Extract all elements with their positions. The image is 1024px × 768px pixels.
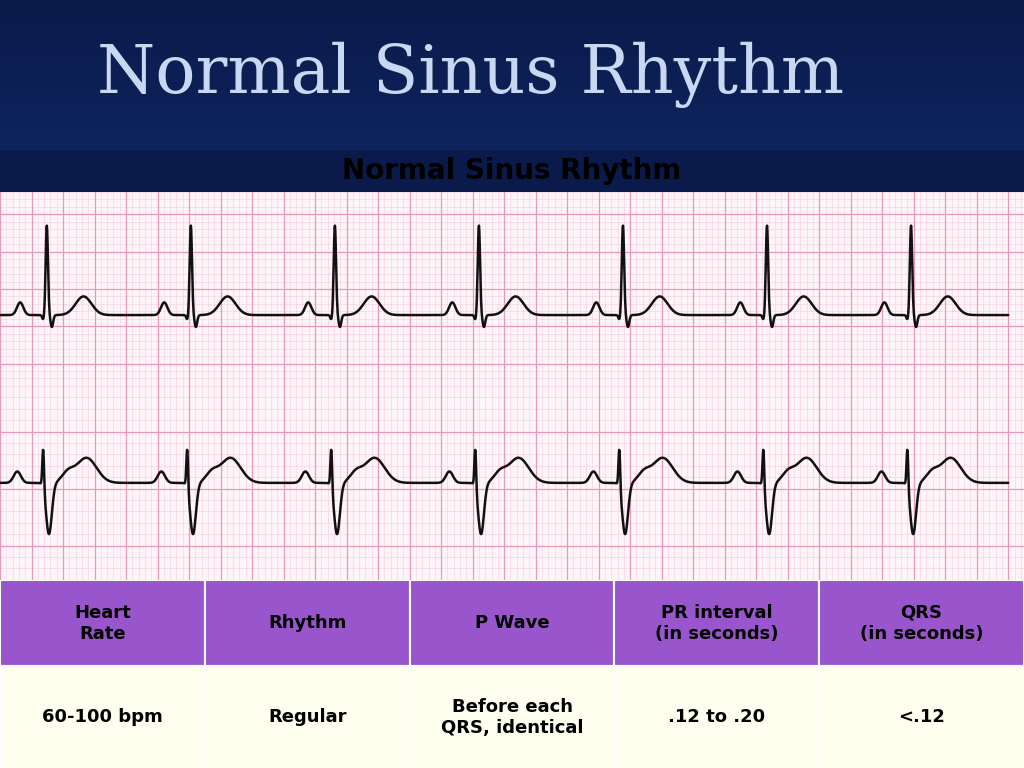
Bar bbox=[0, 72, 1024, 75]
Bar bbox=[0, 18, 1024, 20]
Bar bbox=[0, 137, 1024, 140]
Bar bbox=[0, 140, 1024, 142]
Bar bbox=[0, 122, 1024, 124]
Bar bbox=[0, 92, 1024, 94]
Bar bbox=[205, 580, 410, 667]
Bar bbox=[0, 130, 1024, 132]
Bar bbox=[0, 60, 1024, 62]
Bar bbox=[0, 118, 1024, 120]
Text: Normal Sinus Rhythm: Normal Sinus Rhythm bbox=[342, 157, 682, 185]
Bar bbox=[410, 667, 614, 768]
Bar bbox=[0, 85, 1024, 88]
Bar bbox=[0, 100, 1024, 102]
Bar bbox=[0, 38, 1024, 40]
Bar bbox=[0, 30, 1024, 32]
Bar bbox=[0, 62, 1024, 65]
Bar bbox=[0, 70, 1024, 72]
Bar bbox=[819, 667, 1024, 768]
Bar bbox=[0, 25, 1024, 28]
Text: Before each
QRS, identical: Before each QRS, identical bbox=[440, 698, 584, 737]
Bar bbox=[410, 580, 614, 667]
Bar bbox=[0, 82, 1024, 85]
Bar bbox=[0, 8, 1024, 10]
Bar bbox=[0, 22, 1024, 25]
Bar bbox=[0, 65, 1024, 68]
Text: .12 to .20: .12 to .20 bbox=[669, 708, 765, 727]
Bar bbox=[0, 124, 1024, 127]
Text: PR interval
(in seconds): PR interval (in seconds) bbox=[655, 604, 778, 643]
Bar bbox=[0, 112, 1024, 115]
Text: <.12: <.12 bbox=[898, 708, 945, 727]
Bar bbox=[0, 50, 1024, 52]
Bar bbox=[0, 28, 1024, 30]
Bar bbox=[0, 20, 1024, 22]
Text: Rhythm: Rhythm bbox=[268, 614, 346, 632]
Bar bbox=[0, 667, 205, 768]
Bar bbox=[0, 108, 1024, 110]
Bar bbox=[0, 135, 1024, 137]
Bar bbox=[0, 32, 1024, 35]
Bar bbox=[0, 48, 1024, 50]
Bar bbox=[0, 145, 1024, 147]
Bar bbox=[0, 12, 1024, 15]
Bar bbox=[0, 40, 1024, 42]
Bar bbox=[819, 580, 1024, 667]
Text: P Wave: P Wave bbox=[475, 614, 549, 632]
Bar bbox=[0, 105, 1024, 108]
Bar bbox=[0, 78, 1024, 80]
Bar bbox=[614, 580, 819, 667]
Bar bbox=[0, 52, 1024, 55]
Text: Normal Sinus Rhythm: Normal Sinus Rhythm bbox=[97, 41, 845, 108]
Bar bbox=[0, 45, 1024, 48]
Bar bbox=[0, 132, 1024, 135]
Bar bbox=[0, 35, 1024, 38]
Bar bbox=[0, 15, 1024, 18]
Bar bbox=[0, 10, 1024, 12]
Bar bbox=[0, 142, 1024, 145]
Text: Regular: Regular bbox=[268, 708, 346, 727]
Bar bbox=[0, 147, 1024, 150]
Bar bbox=[0, 95, 1024, 98]
Bar bbox=[0, 58, 1024, 60]
Bar bbox=[0, 2, 1024, 5]
Bar bbox=[0, 102, 1024, 105]
Bar bbox=[0, 80, 1024, 82]
Bar bbox=[0, 0, 1024, 2]
Bar bbox=[0, 110, 1024, 112]
Bar bbox=[0, 127, 1024, 130]
Bar bbox=[0, 580, 205, 667]
Bar bbox=[0, 55, 1024, 58]
Bar bbox=[0, 5, 1024, 8]
Bar bbox=[0, 42, 1024, 45]
Text: Heart
Rate: Heart Rate bbox=[74, 604, 131, 643]
Bar bbox=[0, 75, 1024, 78]
Text: 60-100 bpm: 60-100 bpm bbox=[42, 708, 163, 727]
Text: QRS
(in seconds): QRS (in seconds) bbox=[860, 604, 983, 643]
Bar bbox=[0, 90, 1024, 92]
Bar bbox=[0, 580, 1024, 585]
Bar bbox=[0, 115, 1024, 118]
Bar bbox=[0, 98, 1024, 100]
Bar bbox=[614, 667, 819, 768]
Bar bbox=[0, 120, 1024, 122]
Bar bbox=[205, 667, 410, 768]
Bar bbox=[0, 88, 1024, 90]
Bar bbox=[0, 68, 1024, 70]
